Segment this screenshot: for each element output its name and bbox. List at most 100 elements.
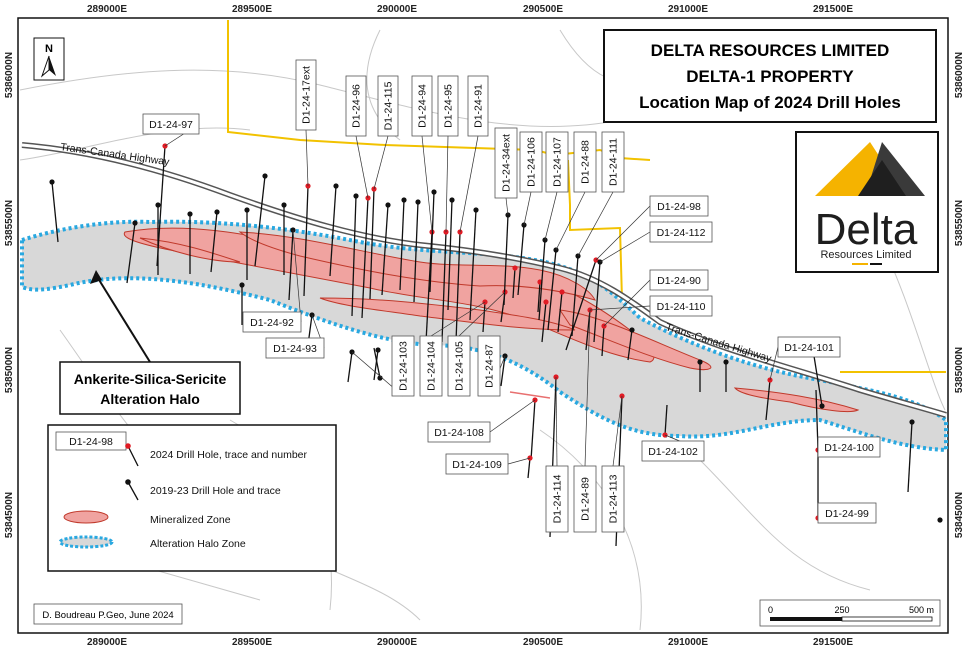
label-d1-24-17ext[interactable]: D1-24-17ext bbox=[301, 66, 313, 124]
drill-collar-old[interactable] bbox=[244, 207, 250, 213]
label-d1-24-90[interactable]: D1-24-90 bbox=[657, 275, 701, 287]
northing-labels-right: 5386000N 5385500N 5385000N 5384500N bbox=[954, 52, 965, 538]
label-d1-24-92[interactable]: D1-24-92 bbox=[250, 317, 294, 329]
drill-collar-old[interactable] bbox=[473, 207, 479, 213]
legend-2024-dot bbox=[125, 443, 131, 449]
drill-trace-2024 bbox=[585, 309, 591, 351]
label-d1-24-112[interactable]: D1-24-112 bbox=[657, 227, 706, 239]
label-d1-24-99[interactable]: D1-24-99 bbox=[825, 508, 869, 520]
label-d1-24-110[interactable]: D1-24-110 bbox=[657, 301, 706, 313]
easting-top-290500: 290500E bbox=[523, 4, 563, 15]
label-box-d1-24-92 bbox=[242, 311, 302, 333]
drill-collar-old[interactable] bbox=[375, 347, 381, 353]
drill-collar-old[interactable] bbox=[49, 179, 55, 185]
drill-collar-old[interactable] bbox=[377, 375, 383, 381]
label-d1-24-88[interactable]: D1-24-88 bbox=[580, 140, 592, 184]
drill-trace-old bbox=[413, 201, 419, 303]
mineralized-zone-north bbox=[238, 231, 596, 301]
label-d1-24-115[interactable]: D1-24-115 bbox=[383, 81, 395, 130]
drill-holes bbox=[49, 143, 943, 547]
label-box-d1-24-105 bbox=[447, 335, 471, 397]
label-d1-24-113[interactable]: D1-24-113 bbox=[608, 474, 620, 523]
northing-labels-left: 5386000N 5385500N 5385000N 5384500N bbox=[4, 52, 15, 538]
drill-collar-old[interactable] bbox=[909, 419, 915, 425]
drill-collar-old[interactable] bbox=[629, 327, 635, 333]
drill-collar-old[interactable] bbox=[401, 197, 407, 203]
label-d1-24-106[interactable]: D1-24-106 bbox=[526, 137, 538, 187]
drill-collar-old[interactable] bbox=[132, 220, 138, 226]
drill-collar-old[interactable] bbox=[431, 189, 437, 195]
label-d1-24-97[interactable]: D1-24-97 bbox=[149, 119, 193, 131]
label-d1-24-91[interactable]: D1-24-91 bbox=[473, 84, 485, 128]
label-d1-24-89[interactable]: D1-24-89 bbox=[580, 477, 592, 521]
drill-collar-old[interactable] bbox=[281, 202, 287, 208]
drill-trace-old bbox=[347, 351, 353, 383]
drill-trace-2024 bbox=[361, 197, 369, 319]
drill-collar-old[interactable] bbox=[385, 202, 391, 208]
drill-collar-old[interactable] bbox=[239, 282, 245, 288]
drill-collar-old[interactable] bbox=[353, 193, 359, 199]
legend-old-trace bbox=[127, 481, 139, 501]
credit-block: D. Boudreau P.Geo, June 2024 bbox=[33, 603, 183, 625]
label-d1-24-94[interactable]: D1-24-94 bbox=[417, 84, 429, 128]
title-line-1: DELTA RESOURCES LIMITED bbox=[651, 41, 890, 60]
north-arrow: N bbox=[33, 37, 65, 81]
legend-old-dot bbox=[125, 479, 131, 485]
label-box-d1-24-34ext bbox=[494, 127, 518, 199]
drill-collar-old[interactable] bbox=[723, 359, 729, 365]
drill-collar-old[interactable] bbox=[819, 403, 825, 409]
drill-collar-old[interactable] bbox=[187, 211, 193, 217]
leader-d1-24-89 bbox=[584, 309, 591, 467]
label-d1-24-101[interactable]: D1-24-101 bbox=[784, 342, 834, 354]
drill-trace-2024 bbox=[557, 291, 563, 333]
label-d1-24-104[interactable]: D1-24-104 bbox=[426, 341, 438, 391]
label-d1-24-87[interactable]: D1-24-87 bbox=[484, 344, 496, 388]
callout-arrow-head bbox=[90, 270, 102, 284]
drill-trace-old bbox=[907, 421, 913, 493]
label-d1-24-111[interactable]: D1-24-111 bbox=[608, 138, 620, 186]
drill-collar-old[interactable] bbox=[697, 359, 703, 365]
label-d1-24-108[interactable]: D1-24-108 bbox=[434, 427, 484, 439]
leader-d1-24-105 bbox=[458, 291, 506, 337]
callout-arrow-line bbox=[95, 274, 151, 363]
legend-sample-label-box bbox=[55, 431, 127, 451]
leader-d1-24-113 bbox=[612, 395, 623, 467]
label-d1-24-95[interactable]: D1-24-95 bbox=[443, 84, 455, 128]
label-d1-24-105[interactable]: D1-24-105 bbox=[454, 341, 466, 391]
drill-collar-2024[interactable] bbox=[559, 289, 565, 295]
drill-collar-old[interactable] bbox=[333, 183, 339, 189]
label-d1-24-100[interactable]: D1-24-100 bbox=[824, 442, 874, 454]
leader-d1-24-111 bbox=[577, 191, 614, 257]
drill-trace-old bbox=[351, 195, 357, 317]
drill-trace-2024 bbox=[441, 231, 447, 343]
leader-d1-24-17ext bbox=[305, 129, 309, 187]
northing-right-5385500: 5385500N bbox=[954, 200, 965, 246]
label-d1-24-103[interactable]: D1-24-103 bbox=[398, 341, 410, 391]
drill-collar-2024[interactable] bbox=[543, 299, 549, 305]
label-d1-24-96[interactable]: D1-24-96 bbox=[351, 84, 363, 128]
easting-labels-bottom: 289000E 289500E 290000E 290500E 291000E … bbox=[87, 637, 853, 648]
label-box-d1-24-91 bbox=[467, 75, 489, 137]
label-d1-24-107[interactable]: D1-24-107 bbox=[552, 137, 564, 187]
drill-collar-old[interactable] bbox=[155, 202, 161, 208]
drill-trace-old bbox=[288, 229, 294, 301]
drill-collar-old[interactable] bbox=[262, 173, 268, 179]
label-d1-24-114[interactable]: D1-24-114 bbox=[552, 474, 564, 523]
label-d1-24-34ext[interactable]: D1-24-34ext bbox=[501, 134, 513, 192]
easting-bottom-291500: 291500E bbox=[813, 637, 853, 648]
drill-collar-old[interactable] bbox=[937, 517, 943, 523]
label-d1-24-93[interactable]: D1-24-93 bbox=[273, 343, 317, 355]
label-box-d1-24-111 bbox=[601, 131, 625, 193]
label-d1-24-102[interactable]: D1-24-102 bbox=[648, 446, 698, 458]
label-box-d1-24-103 bbox=[391, 335, 415, 397]
easting-labels-top: 289000E 289500E 290000E 290500E 291000E … bbox=[87, 4, 853, 15]
drill-collar-old[interactable] bbox=[415, 199, 421, 205]
drill-collar-old[interactable] bbox=[449, 197, 455, 203]
scale-max: 500 m bbox=[909, 605, 934, 615]
hole-108-extension bbox=[509, 391, 551, 399]
label-d1-24-109[interactable]: D1-24-109 bbox=[452, 459, 502, 471]
label-d1-24-98[interactable]: D1-24-98 bbox=[657, 201, 701, 213]
drill-collar-2024[interactable] bbox=[512, 265, 518, 271]
drill-collar-old[interactable] bbox=[214, 209, 220, 215]
